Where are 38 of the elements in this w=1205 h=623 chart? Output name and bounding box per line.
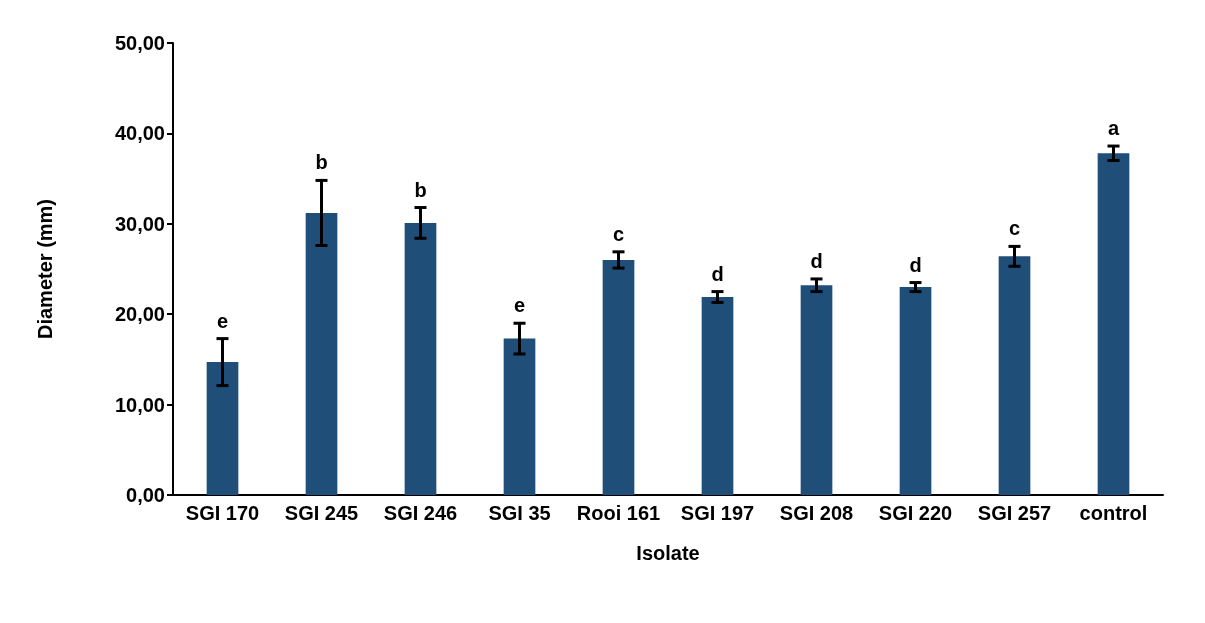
x-tick-label: SGI 220: [878, 502, 953, 524]
x-tick-label: SGI 245: [284, 502, 359, 524]
x-axis-title: Isolate: [636, 542, 700, 564]
data-label: a: [1107, 117, 1120, 140]
bar: [1097, 153, 1130, 495]
data-label: b: [414, 178, 427, 201]
x-tick-label: SGI 35: [488, 502, 551, 524]
y-tick-label: 30,00: [114, 212, 165, 235]
y-tick-label: 40,00: [114, 122, 165, 145]
data-label: c: [612, 222, 625, 245]
x-tick-label: SGI 257: [977, 502, 1052, 524]
data-label: d: [909, 253, 922, 276]
data-label: d: [711, 262, 724, 285]
bar: [305, 212, 338, 495]
bar: [602, 259, 635, 495]
bar: [899, 287, 932, 495]
y-tick-label: 20,00: [114, 303, 165, 326]
x-tick-label: SGI 208: [779, 502, 854, 524]
x-tick-label: control: [1079, 502, 1148, 524]
bar: [998, 256, 1031, 495]
data-label: d: [810, 249, 823, 272]
data-label: e: [216, 309, 229, 332]
bar: [206, 362, 239, 495]
data-label: b: [315, 151, 328, 174]
bar: [503, 338, 536, 495]
bar: [800, 285, 833, 495]
y-tick-label: 10,00: [114, 393, 165, 416]
x-tick-label: SGI 170: [185, 502, 260, 524]
y-axis-title: Diameter (mm): [34, 198, 56, 340]
y-tick-label: 0,00: [126, 484, 165, 506]
bar: [701, 297, 734, 495]
y-tick-label: 50,00: [114, 32, 165, 54]
x-tick-label: Rooi 161: [576, 502, 661, 524]
bar: [404, 222, 437, 495]
data-label: c: [1008, 217, 1021, 240]
x-tick-label: SGI 246: [383, 502, 458, 524]
x-tick-label: SGI 197: [680, 502, 755, 524]
data-label: e: [513, 294, 526, 317]
